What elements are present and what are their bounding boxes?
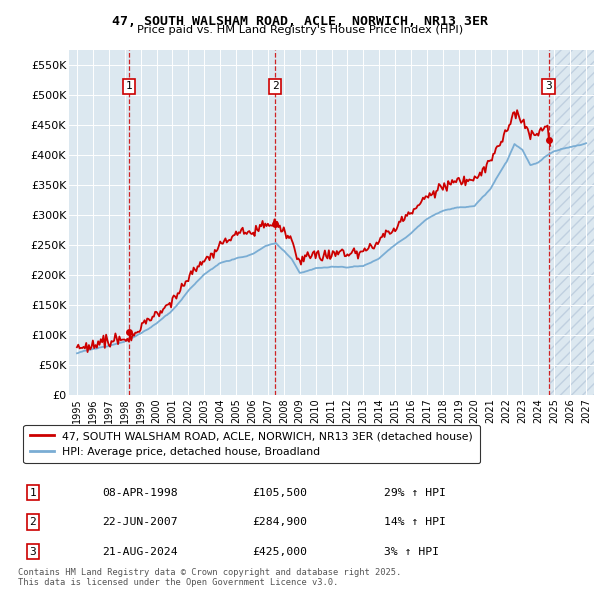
Text: 3: 3 bbox=[545, 81, 552, 91]
Text: 22-JUN-2007: 22-JUN-2007 bbox=[102, 517, 178, 527]
Text: Contains HM Land Registry data © Crown copyright and database right 2025.
This d: Contains HM Land Registry data © Crown c… bbox=[18, 568, 401, 587]
Text: 47, SOUTH WALSHAM ROAD, ACLE, NORWICH, NR13 3ER: 47, SOUTH WALSHAM ROAD, ACLE, NORWICH, N… bbox=[112, 15, 488, 28]
Text: 2: 2 bbox=[29, 517, 37, 527]
Text: 08-APR-1998: 08-APR-1998 bbox=[102, 488, 178, 497]
Text: £425,000: £425,000 bbox=[252, 547, 307, 556]
Text: £284,900: £284,900 bbox=[252, 517, 307, 527]
Text: 1: 1 bbox=[125, 81, 133, 91]
Text: 21-AUG-2024: 21-AUG-2024 bbox=[102, 547, 178, 556]
Text: Price paid vs. HM Land Registry's House Price Index (HPI): Price paid vs. HM Land Registry's House … bbox=[137, 25, 463, 35]
Text: 2: 2 bbox=[272, 81, 279, 91]
Text: £105,500: £105,500 bbox=[252, 488, 307, 497]
Text: 3: 3 bbox=[29, 547, 37, 556]
Text: 3% ↑ HPI: 3% ↑ HPI bbox=[384, 547, 439, 556]
Legend: 47, SOUTH WALSHAM ROAD, ACLE, NORWICH, NR13 3ER (detached house), HPI: Average p: 47, SOUTH WALSHAM ROAD, ACLE, NORWICH, N… bbox=[23, 425, 479, 463]
Text: 1: 1 bbox=[29, 488, 37, 497]
Text: 14% ↑ HPI: 14% ↑ HPI bbox=[384, 517, 446, 527]
Text: 29% ↑ HPI: 29% ↑ HPI bbox=[384, 488, 446, 497]
